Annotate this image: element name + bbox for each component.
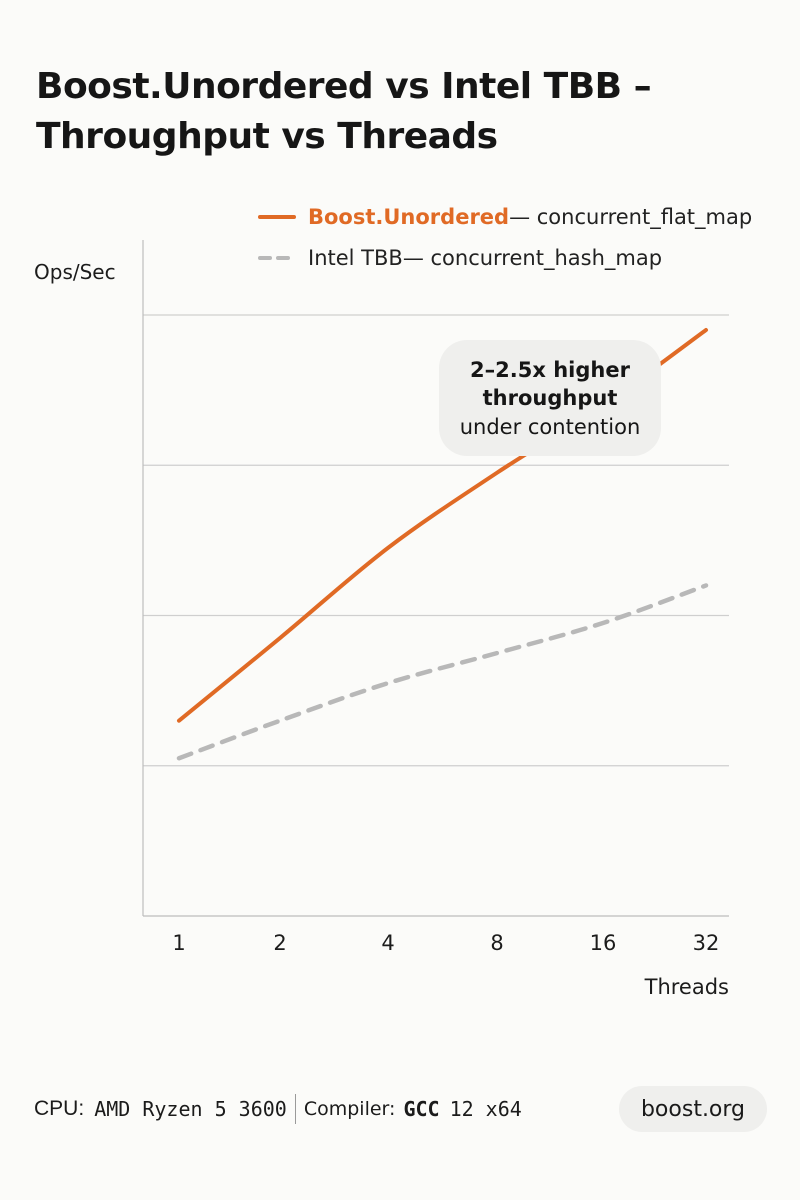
legend-label-tbb: Intel TBB (308, 246, 403, 270)
annotation-line-1: 2–2.5x higher (470, 358, 631, 382)
x-tick-label: 4 (381, 931, 394, 955)
annotation-line-2: throughput (483, 386, 618, 410)
y-axis-label: Ops/Sec (34, 260, 116, 284)
chart-title-line2: Throughput vs Threads (36, 116, 498, 157)
compiler-value: GCC (403, 1097, 440, 1121)
legend-desc-boost: — concurrent_flat_map (509, 205, 753, 229)
legend-item-tbb: Intel TBB — concurrent_hash_map (258, 243, 662, 273)
x-tick-label: 1 (172, 931, 185, 955)
x-tick-label: 2 (273, 931, 286, 955)
x-axis-label: Threads (644, 975, 729, 999)
data-point-tbb (278, 719, 282, 723)
annotation-bubble (439, 340, 661, 456)
data-point-tbb (495, 651, 499, 655)
x-tick-label: 32 (693, 931, 720, 955)
compiler-version: 12 x64 (449, 1097, 522, 1121)
cpu-value: AMD Ryzen 5 3600 (94, 1097, 287, 1121)
x-tick-label: 8 (490, 931, 503, 955)
data-point-boost (704, 328, 708, 332)
chart-title-line1: Boost.Unordered vs Intel TBB – (36, 66, 652, 107)
site-badge[interactable]: boost.org (619, 1086, 767, 1132)
footer-specs: CPU: AMD Ryzen 5 3600 Compiler: GCC 12 x… (34, 1092, 522, 1126)
legend-desc-tbb: — concurrent_hash_map (402, 246, 663, 270)
data-point-tbb (386, 681, 390, 685)
data-point-boost (177, 719, 181, 723)
series-line-tbb (176, 583, 709, 761)
annotation-line-3: under contention (460, 415, 641, 439)
x-tick-label: 16 (590, 931, 617, 955)
chart-title: Boost.Unordered vs Intel TBB – Throughpu… (36, 62, 766, 162)
legend-swatch-tbb (258, 256, 296, 260)
data-point-tbb (601, 621, 605, 625)
data-point-boost (278, 636, 282, 640)
data-point-boost (386, 546, 390, 550)
compiler-label: Compiler: (303, 1098, 396, 1120)
footer-divider (294, 1094, 296, 1124)
data-point-boost (495, 471, 499, 475)
legend-item-boost: Boost.Unordered — concurrent_flat_map (258, 202, 752, 232)
legend-swatch-boost (258, 215, 296, 219)
data-point-tbb (704, 583, 708, 587)
data-point-tbb (177, 756, 181, 760)
legend-label-boost: Boost.Unordered (308, 205, 510, 229)
cpu-label: CPU: (34, 1097, 85, 1120)
